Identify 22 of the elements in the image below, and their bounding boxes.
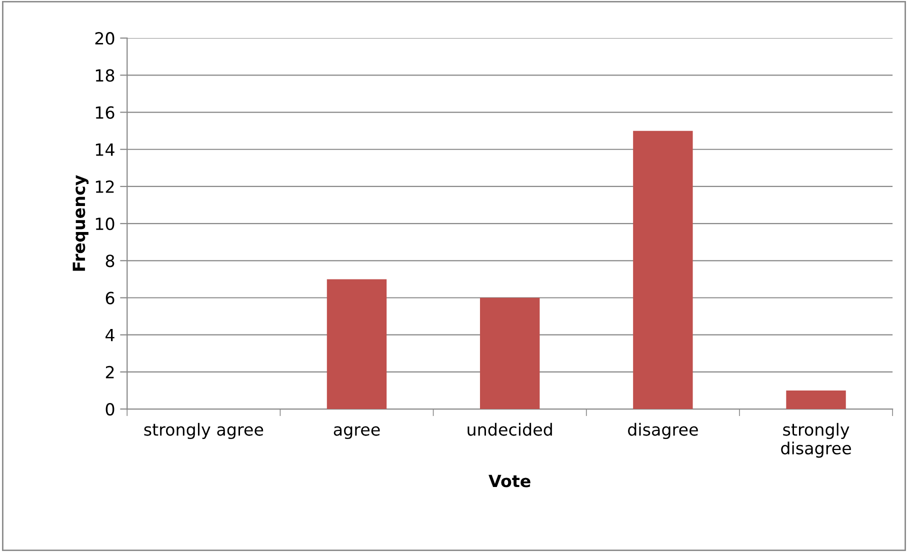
x-tick-label: undecided [468,422,552,436]
y-tick-label: 8 [106,254,114,268]
bar [633,130,693,410]
bar [480,298,540,410]
y-tick-label: 12 [96,180,114,193]
x-tick-label: strongly agree [144,422,264,440]
y-tick-label: 0 [106,402,114,416]
x-tick-label: strongly disagree [781,422,851,458]
y-tick-label: 10 [96,218,114,230]
y-tick-label: 18 [96,69,114,82]
x-tick-label: agree [334,426,380,440]
bar [326,279,387,410]
y-tick-label: 14 [96,144,114,156]
x-axis-title: Vote [488,474,530,488]
x-tick-label: disagree [628,422,698,440]
y-tick-label: 2 [106,366,114,378]
y-axis-title: Frequency [72,175,89,271]
y-tick-label: 6 [106,292,114,304]
y-tick-label: 16 [96,106,114,119]
y-tick-label: 4 [106,329,114,342]
y-tick-label: 20 [95,32,114,45]
bar [786,390,846,410]
